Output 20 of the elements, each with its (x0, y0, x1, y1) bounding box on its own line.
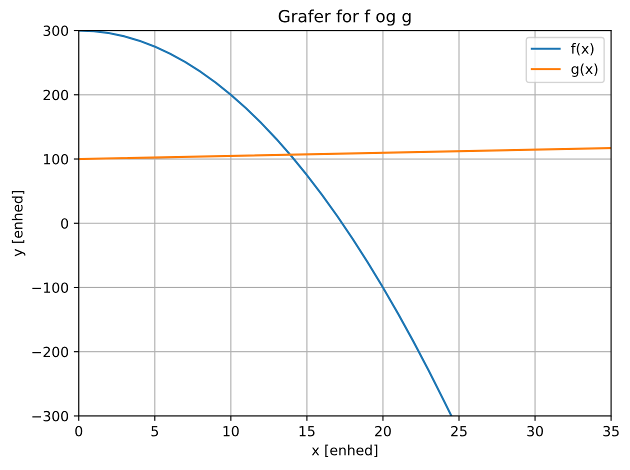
chart-title: Grafer for f og g (278, 10, 411, 26)
y-tick-label: 100 (44, 154, 68, 164)
legend-label: g(x) (571, 63, 598, 77)
x-tick-label: 10 (224, 426, 239, 436)
y-tick-label: −200 (32, 346, 68, 358)
y-tick-label: 200 (44, 90, 68, 100)
x-tick-label: 15 (300, 426, 315, 436)
x-tick-label: 25 (451, 426, 467, 436)
x-axis-title: x [enhed] (312, 444, 378, 458)
x-tick-label: 35 (603, 426, 619, 436)
x-tick-label: 5 (151, 426, 158, 436)
y-tick-label: 0 (61, 218, 68, 229)
y-tick-label: −100 (32, 282, 68, 293)
x-tick-label: 30 (527, 426, 543, 436)
x-tick-label: 0 (75, 426, 82, 436)
y-tick-label: −300 (32, 410, 68, 422)
x-tick-label: 20 (375, 426, 391, 436)
y-axis-title: y [enhed] (12, 190, 26, 256)
y-tick-label: 300 (44, 26, 68, 36)
legend-label: f(x) (571, 43, 594, 56)
